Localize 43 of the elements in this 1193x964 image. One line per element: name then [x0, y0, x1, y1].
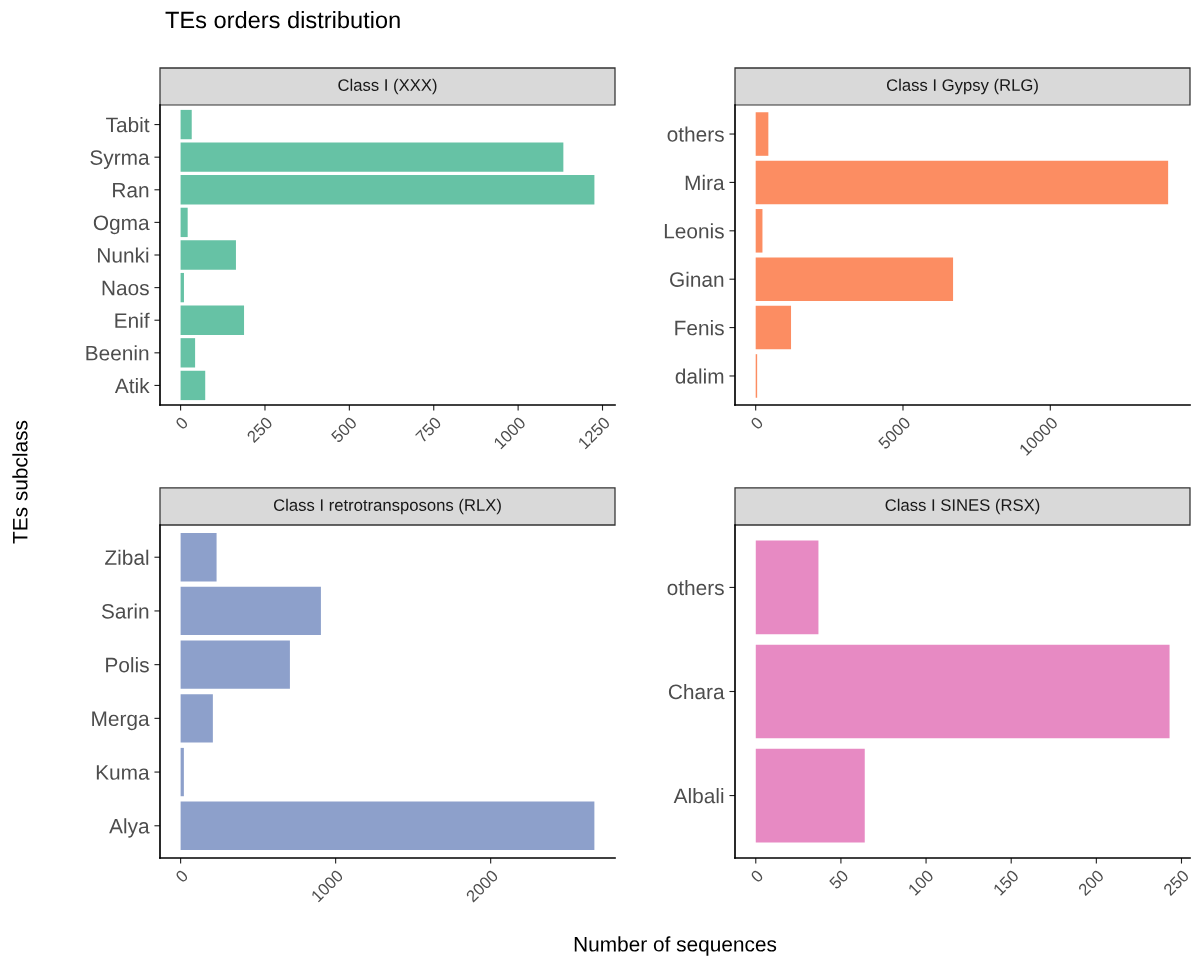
chart-title: Class I SINES (RSX): [885, 498, 1040, 515]
y-tick-label: Sarin: [101, 603, 149, 619]
y-tick-label: Atik: [114, 377, 150, 394]
chart-title: Class I (XXX): [338, 78, 437, 95]
y-axis-title: TEs subclass: [12, 420, 28, 544]
y-tick-label: Beenin: [86, 345, 149, 361]
y-tick-label: others: [667, 579, 724, 596]
x-tick-label: 500: [330, 416, 358, 444]
y-tick-label: Leonis: [664, 223, 724, 239]
y-tick-label: others: [667, 126, 724, 142]
y-tick-label: Tabit: [106, 117, 150, 133]
y-tick-label: Syrma: [90, 150, 150, 170]
y-tick-label: Mira: [685, 174, 725, 191]
x-tick-label: 150: [992, 869, 1020, 896]
x-tick-label: 250: [1162, 869, 1190, 897]
x-axis-title: Number of sequences: [574, 936, 777, 956]
x-tick-label: 750: [415, 416, 442, 444]
y-tick-label: Naos: [102, 280, 149, 296]
x-tick-label: 0: [174, 416, 189, 431]
x-tick-label: 200: [1077, 869, 1105, 897]
y-tick-label: Ginan: [670, 271, 724, 287]
x-tick-label: 0: [174, 869, 189, 884]
y-tick-label: Kuma: [96, 765, 150, 780]
x-tick-label: 250: [246, 416, 274, 444]
chart-title: Class I Gypsy (RLG): [886, 78, 1038, 95]
y-tick-label: dalim: [675, 368, 724, 384]
x-tick-label: 50: [828, 869, 850, 890]
y-tick-label: Ogma: [93, 215, 150, 235]
y-tick-label: Enif: [115, 312, 150, 328]
y-tick-label: Albali: [673, 788, 724, 804]
y-tick-label: Ran: [113, 183, 149, 198]
y-tick-label: Polis: [106, 657, 149, 673]
y-tick-label: Zibal: [105, 549, 149, 565]
x-tick-label: 0: [749, 869, 764, 884]
y-tick-label: Merga: [92, 711, 150, 731]
chart-title: Class I retrotransposons (RLX): [273, 498, 501, 515]
x-tick-label: 0: [749, 416, 764, 431]
text: TEs orders distribution: [165, 11, 400, 29]
x-tick-label: 100: [907, 869, 935, 896]
y-tick-label: Fenis: [675, 320, 724, 336]
y-tick-label: Alya: [109, 818, 150, 838]
y-tick-label: Chara: [668, 683, 725, 700]
y-tick-label: Nunki: [98, 247, 149, 263]
